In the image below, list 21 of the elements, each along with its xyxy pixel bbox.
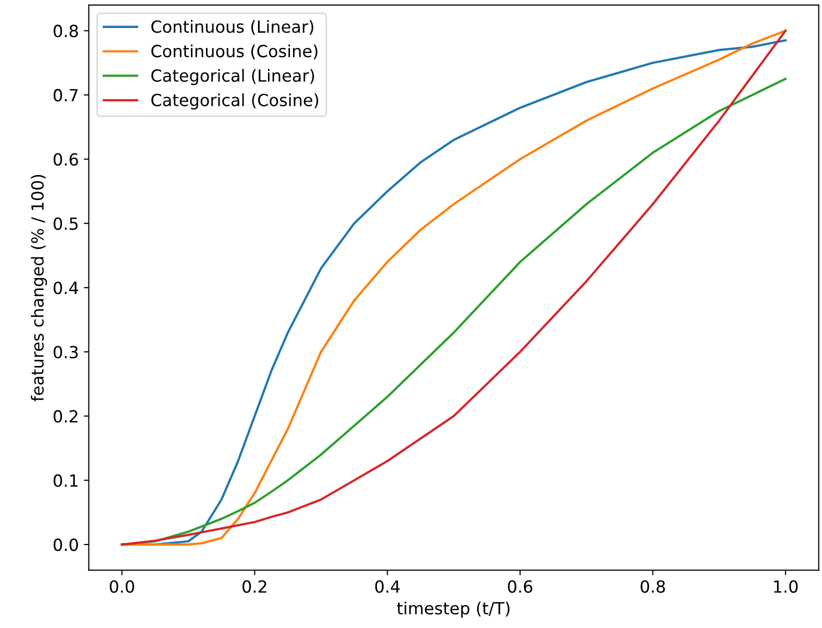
legend-label: Continuous (Linear) [151,20,314,35]
legend-label: Categorical (Cosine) [151,93,318,110]
x-tick-label: 1.0 [774,580,798,593]
legend-label: Continuous (Cosine) [151,44,318,60]
legend-label: Categorical (Linear) [151,68,314,86]
x-axis-title: timestep (t/T) [397,602,510,618]
y-tick-label: 0.0 [54,538,78,552]
x-tick-label: 0.8 [640,580,665,593]
y-axis-title: features changed (% / 100) [30,174,47,402]
x-tick-label: 0.4 [375,580,400,593]
y-tick-label: 0.8 [54,24,78,38]
y-tick-label: 0.2 [54,410,78,423]
x-tick-label: 0.6 [508,580,532,593]
y-tick-label: 0.3 [54,346,78,358]
y-tick-label: 0.6 [54,153,78,166]
y-tick-label: 0.4 [54,282,78,294]
x-tick-label: 0.2 [242,580,266,593]
y-tick-label: 0.1 [54,474,78,487]
y-tick-label: 0.5 [54,217,78,230]
x-tick-label: 0.0 [110,580,134,593]
y-tick-label: 0.7 [54,88,78,102]
